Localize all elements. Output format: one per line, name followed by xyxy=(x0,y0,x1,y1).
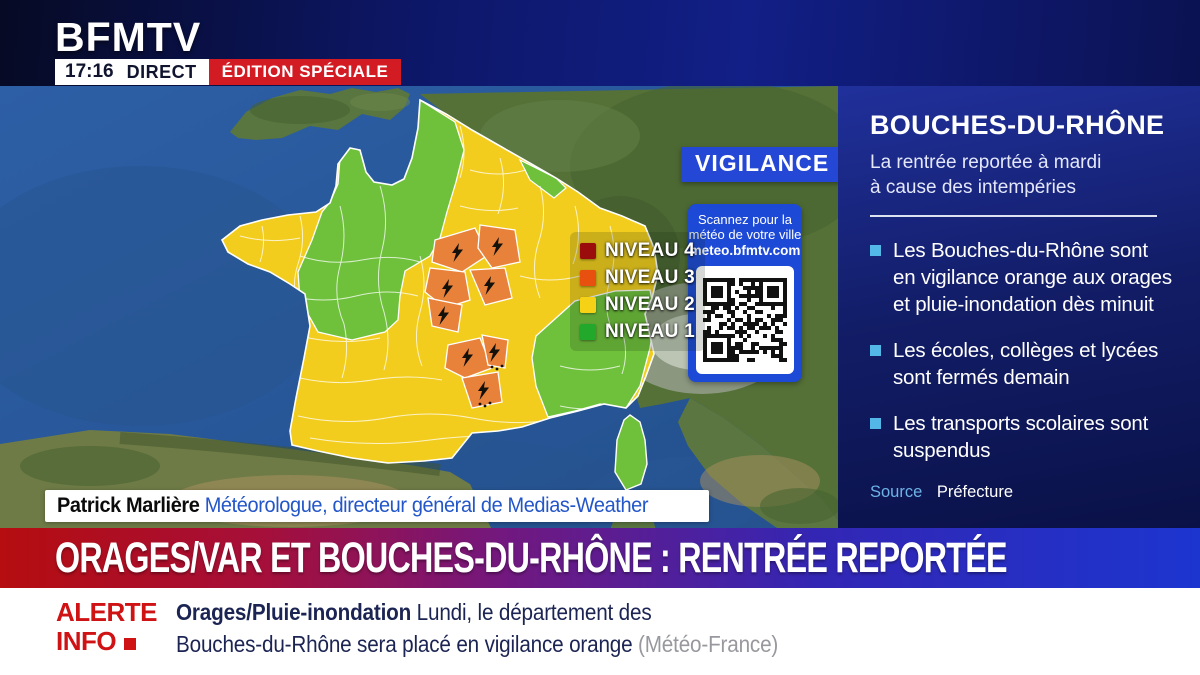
legend-row: NIVEAU 2 xyxy=(580,294,695,316)
live-strip: 17:16 DIRECT ÉDITION SPÉCIALE xyxy=(55,59,402,85)
ticker-tag: Orages/Pluie-inondation xyxy=(176,599,412,625)
vigilance-title: VIGILANCE xyxy=(681,147,838,182)
list-item: Les écoles, collèges et lycées sont ferm… xyxy=(870,337,1174,391)
legend-label: NIVEAU 1 xyxy=(605,321,696,342)
bfmtv-logo: BFMTV xyxy=(55,14,202,60)
edition-speciale-badge: ÉDITION SPÉCIALE xyxy=(208,59,402,85)
bullet-square-icon xyxy=(870,345,881,356)
divider xyxy=(870,215,1157,217)
vigilance-legend: NIVEAU 4 NIVEAU 3 NIVEAU 2 NIVEAU 1 xyxy=(570,232,706,351)
panel-subtitle-line2: à cause des intempéries xyxy=(870,177,1076,198)
speaker-role: Météorologue, directeur général de Media… xyxy=(204,494,649,517)
panel-title: BOUCHES-DU-RHÔNE xyxy=(870,110,1165,140)
list-item: Les transports scolaires sont suspendus xyxy=(870,410,1174,464)
alerte-line: ALERTE xyxy=(56,597,158,627)
ticker-text: Orages/Pluie-inondation Lundi, le départ… xyxy=(176,596,1058,660)
bullet-square-icon xyxy=(870,245,881,256)
level1-green-southeast-region xyxy=(531,289,656,418)
direct-label: DIRECT xyxy=(122,59,209,85)
qr-text-line2: météo de votre ville xyxy=(688,227,802,242)
ticker-line2: Bouches-du-Rhône sera placé en vigilance… xyxy=(176,631,639,657)
ticker-source: (Météo-France) xyxy=(638,631,779,657)
bullet-text: Les écoles, collèges et lycées sont ferm… xyxy=(893,339,1159,389)
panel-subtitle-line1: La rentrée reportée à mardi xyxy=(870,152,1102,173)
top-band: BFMTV 17:16 DIRECT ÉDITION SPÉCIALE xyxy=(0,0,1200,86)
legend-row: NIVEAU 1 xyxy=(580,321,695,343)
legend-label: NIVEAU 2 xyxy=(605,294,696,315)
legend-row: NIVEAU 4 xyxy=(580,240,695,262)
speaker-name: Patrick Marlière xyxy=(57,494,200,517)
source-label: Source xyxy=(870,483,923,501)
panel-subtitle: La rentrée reportée à mardi à cause des … xyxy=(870,150,1174,200)
clock: 17:16 xyxy=(55,59,123,85)
legend-swatch-level1 xyxy=(580,324,596,340)
bullet-text: Les Bouches-du-Rhône sont en vigilance o… xyxy=(893,239,1172,316)
qr-text-line1: Scannez pour la xyxy=(698,212,792,227)
bullet-list: Les Bouches-du-Rhône sont en vigilance o… xyxy=(870,237,1174,464)
legend-label: NIVEAU 4 xyxy=(605,240,696,261)
qr-code xyxy=(696,266,794,374)
legend-row: NIVEAU 3 xyxy=(580,267,695,289)
list-item: Les Bouches-du-Rhône sont en vigilance o… xyxy=(870,237,1174,318)
qr-panel: Scannez pour la météo de votre ville met… xyxy=(688,204,802,382)
weather-map-area: VIGILANCE Scannez pour la météo de votre… xyxy=(0,86,838,530)
france-outline xyxy=(220,98,659,464)
qr-url: meteo.bfmtv.com xyxy=(689,243,801,258)
source-row: Source Préfecture xyxy=(870,483,1013,502)
legend-swatch-level3 xyxy=(580,270,596,286)
speaker-caption: Patrick Marlière Météorologue, directeur… xyxy=(45,490,709,522)
qr-code-image xyxy=(703,278,787,362)
source-value: Préfecture xyxy=(936,483,1013,501)
bullet-square-icon xyxy=(870,418,881,429)
corsica-region xyxy=(614,414,648,491)
legend-swatch-level2 xyxy=(580,297,596,313)
bullet-text: Les transports scolaires sont suspendus xyxy=(893,412,1149,462)
flood-icon xyxy=(478,364,504,408)
alerte-info-badge: ALERTE INFO xyxy=(56,597,158,656)
red-square-icon xyxy=(124,638,137,650)
news-ticker: ALERTE INFO Orages/Pluie-inondation Lund… xyxy=(0,588,1200,675)
italy-landmass xyxy=(678,398,838,530)
headline-banner: ORAGES/VAR ET BOUCHES-DU-RHÔNE : RENTRÉE… xyxy=(0,528,1200,588)
ticker-line1: Lundi, le département des xyxy=(411,599,652,625)
storm-icons xyxy=(438,237,504,408)
england-landmass xyxy=(230,88,410,140)
headline-text: ORAGES/VAR ET BOUCHES-DU-RHÔNE : RENTRÉE… xyxy=(55,533,1007,582)
legend-label: NIVEAU 3 xyxy=(605,267,696,288)
info-panel: BOUCHES-DU-RHÔNE La rentrée reportée à m… xyxy=(838,86,1200,530)
legend-swatch-level4 xyxy=(580,243,596,259)
info-line: INFO xyxy=(56,626,117,656)
